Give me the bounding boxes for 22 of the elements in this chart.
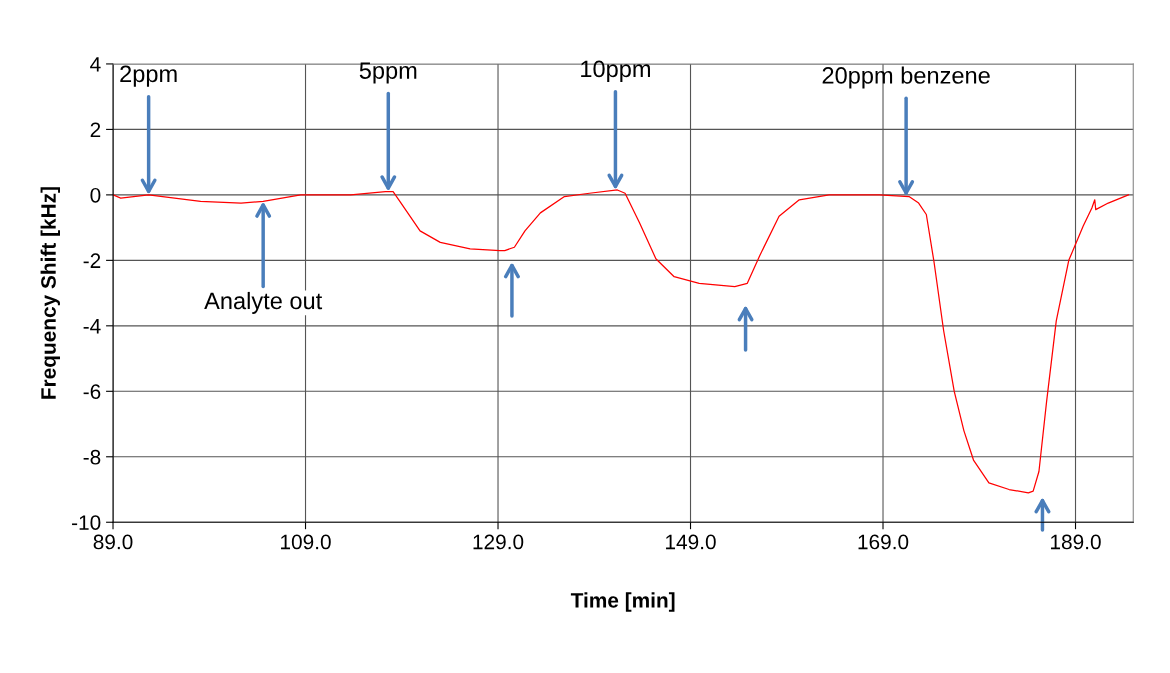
annotation: Analyte out: [204, 291, 323, 314]
annotation: 20ppm benzene: [822, 66, 990, 89]
y-tick-label: 4: [90, 57, 101, 72]
y-tick-label: -6: [83, 384, 101, 400]
annotation: 2ppm: [120, 65, 177, 87]
x-tick-label: 169.0: [858, 534, 909, 550]
x-tick-label: 109.0: [281, 534, 331, 550]
y-axis-title: Frequency Shift [kHz]: [40, 187, 60, 399]
y-tick-label: 0: [90, 187, 101, 203]
y-tick-label: -8: [83, 449, 101, 465]
x-tick-label: 129.0: [473, 534, 524, 550]
annotation: 10ppm: [581, 60, 650, 82]
x-tick-label: 189.0: [1051, 534, 1101, 550]
y-tick-label: 2: [90, 122, 101, 137]
x-tick-label: 89.0: [93, 534, 133, 550]
x-tick-label: 149.0: [666, 534, 716, 550]
x-axis-title: Time [min]: [570, 592, 675, 612]
y-tick-label: -10: [72, 515, 101, 530]
y-tick-label: -2: [83, 253, 101, 268]
y-tick-label: -4: [83, 319, 101, 334]
line-series: [113, 189, 1130, 494]
annotation: 5ppm: [359, 62, 417, 84]
